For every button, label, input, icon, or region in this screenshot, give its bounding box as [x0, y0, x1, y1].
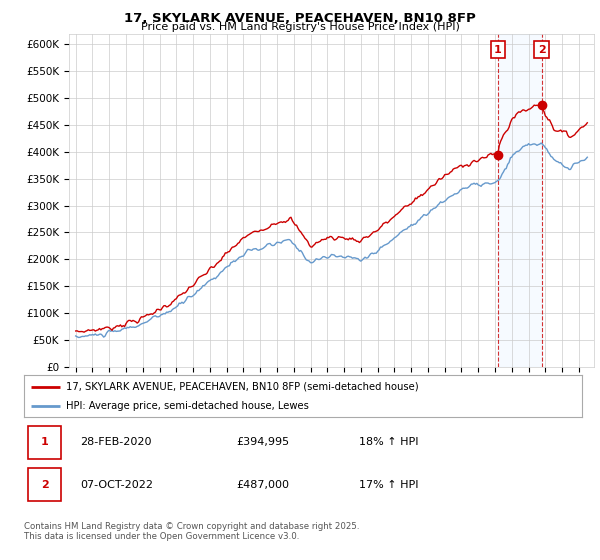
Text: 07-OCT-2022: 07-OCT-2022: [80, 479, 153, 489]
Text: HPI: Average price, semi-detached house, Lewes: HPI: Average price, semi-detached house,…: [66, 401, 309, 411]
Text: Price paid vs. HM Land Registry's House Price Index (HPI): Price paid vs. HM Land Registry's House …: [140, 22, 460, 32]
Text: 2: 2: [41, 479, 49, 489]
Text: 1: 1: [41, 437, 49, 447]
Text: 18% ↑ HPI: 18% ↑ HPI: [359, 437, 418, 447]
Bar: [498, 34, 542, 367]
FancyBboxPatch shape: [28, 468, 61, 501]
Text: £394,995: £394,995: [236, 437, 289, 447]
Text: 17, SKYLARK AVENUE, PEACEHAVEN, BN10 8FP (semi-detached house): 17, SKYLARK AVENUE, PEACEHAVEN, BN10 8FP…: [66, 381, 418, 391]
Text: Contains HM Land Registry data © Crown copyright and database right 2025.
This d: Contains HM Land Registry data © Crown c…: [24, 522, 359, 542]
FancyBboxPatch shape: [28, 426, 61, 459]
Text: 17% ↑ HPI: 17% ↑ HPI: [359, 479, 418, 489]
Text: £487,000: £487,000: [236, 479, 289, 489]
Text: 1: 1: [494, 45, 502, 55]
Text: 2: 2: [538, 45, 545, 55]
Text: 17, SKYLARK AVENUE, PEACEHAVEN, BN10 8FP: 17, SKYLARK AVENUE, PEACEHAVEN, BN10 8FP: [124, 12, 476, 25]
Text: 28-FEB-2020: 28-FEB-2020: [80, 437, 151, 447]
